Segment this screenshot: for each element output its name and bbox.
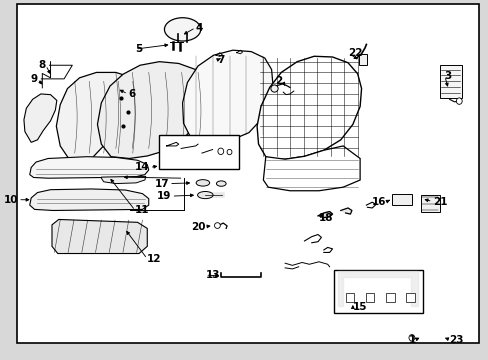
Ellipse shape bbox=[164, 18, 200, 41]
Ellipse shape bbox=[196, 180, 209, 186]
Text: 17: 17 bbox=[154, 179, 169, 189]
Ellipse shape bbox=[359, 292, 372, 300]
Text: 21: 21 bbox=[432, 197, 446, 207]
Text: 13: 13 bbox=[205, 270, 220, 280]
Text: 7: 7 bbox=[217, 55, 224, 65]
Polygon shape bbox=[97, 62, 207, 158]
Text: 4: 4 bbox=[195, 23, 203, 33]
Polygon shape bbox=[182, 50, 272, 142]
Ellipse shape bbox=[408, 334, 414, 341]
Polygon shape bbox=[101, 176, 145, 184]
Polygon shape bbox=[257, 56, 361, 159]
Bar bbox=[385, 293, 394, 302]
Bar bbox=[391, 194, 411, 205]
Polygon shape bbox=[52, 220, 147, 253]
Bar bbox=[358, 54, 366, 65]
Bar bbox=[345, 293, 354, 302]
Text: 14: 14 bbox=[135, 162, 149, 172]
Text: 16: 16 bbox=[371, 197, 386, 207]
Polygon shape bbox=[56, 72, 140, 162]
Ellipse shape bbox=[455, 98, 461, 104]
Text: 22: 22 bbox=[347, 48, 362, 58]
Ellipse shape bbox=[214, 223, 220, 228]
Polygon shape bbox=[30, 189, 148, 211]
Text: 15: 15 bbox=[352, 302, 366, 312]
Text: 6: 6 bbox=[128, 89, 135, 99]
Text: 19: 19 bbox=[157, 191, 171, 201]
Text: 23: 23 bbox=[448, 334, 463, 345]
Polygon shape bbox=[338, 271, 417, 306]
Polygon shape bbox=[263, 146, 359, 191]
Text: 9: 9 bbox=[30, 74, 38, 84]
Ellipse shape bbox=[218, 148, 223, 154]
Bar bbox=[439, 65, 461, 98]
Text: 18: 18 bbox=[318, 213, 333, 222]
Text: 20: 20 bbox=[190, 222, 205, 231]
Ellipse shape bbox=[270, 85, 278, 92]
Polygon shape bbox=[24, 94, 57, 142]
Text: 10: 10 bbox=[3, 195, 18, 205]
Polygon shape bbox=[30, 157, 148, 178]
Text: 11: 11 bbox=[135, 206, 149, 216]
Text: 5: 5 bbox=[135, 44, 142, 54]
Polygon shape bbox=[340, 208, 351, 214]
Bar bbox=[365, 293, 374, 302]
Ellipse shape bbox=[226, 149, 231, 155]
Bar bbox=[420, 195, 439, 212]
Ellipse shape bbox=[216, 181, 225, 186]
Text: 1: 1 bbox=[407, 334, 415, 345]
Text: 2: 2 bbox=[275, 76, 282, 86]
Text: 3: 3 bbox=[444, 71, 451, 81]
Polygon shape bbox=[317, 212, 332, 218]
Text: 8: 8 bbox=[39, 60, 45, 70]
Bar bbox=[333, 270, 422, 313]
Bar bbox=[405, 293, 414, 302]
Bar bbox=[159, 135, 239, 169]
Ellipse shape bbox=[197, 192, 213, 199]
Text: 12: 12 bbox=[147, 254, 162, 264]
